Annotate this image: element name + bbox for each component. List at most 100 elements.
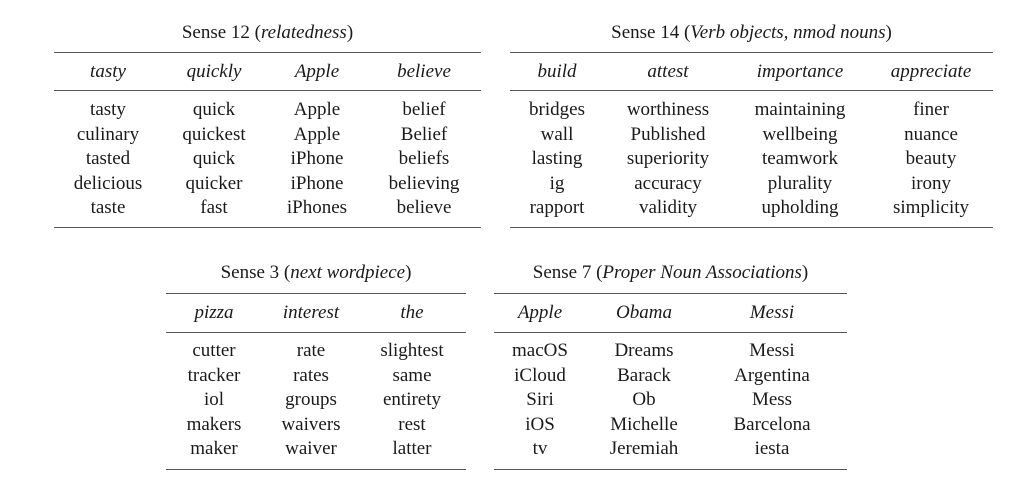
table-column: belief Belief beliefs believing believe	[374, 98, 474, 221]
column-header: tasty	[90, 61, 126, 82]
table-column: worthiness Published superiority accurac…	[614, 98, 722, 221]
bottom-rule	[494, 469, 847, 470]
column-header: attest	[647, 61, 689, 82]
column-header: appreciate	[890, 61, 972, 82]
table-cell: Belief	[400, 123, 448, 145]
table-cell: Barcelona	[733, 413, 811, 435]
column-header: the	[400, 302, 424, 323]
table-cell: teamwork	[762, 148, 838, 170]
table-cell: iPhone	[290, 148, 344, 170]
table-cell: ig	[549, 172, 565, 194]
table-cell: tasty	[90, 99, 126, 120]
column-header: pizza	[194, 302, 234, 323]
table-cell: quickest	[182, 123, 246, 145]
bottom-rule	[54, 227, 481, 228]
table-cell: superiority	[626, 148, 710, 170]
table-cell: quick	[192, 148, 236, 170]
top-rule	[166, 293, 466, 294]
sense-14-table: Sense 14 (Verb objects, nmod nouns) buil…	[510, 22, 993, 232]
table-cell: iCloud	[514, 364, 566, 386]
table-cell: rate	[296, 340, 326, 361]
table-cell: Michelle	[610, 413, 678, 435]
sense-7-table: Sense 7 (Proper Noun Associations) Apple…	[494, 262, 847, 474]
table-column: quick quickest quick quicker fast	[170, 98, 258, 221]
table-cell: nuance	[904, 123, 958, 145]
column-header: Obama	[616, 302, 672, 323]
column-header: importance	[756, 61, 844, 82]
table-cell: wall	[540, 123, 574, 145]
table-cell: same	[392, 364, 432, 386]
table-cell: maintaining	[754, 99, 846, 120]
table-column: Messi Argentina Mess Barcelona iesta	[720, 339, 824, 462]
table-cell: slightest	[380, 340, 444, 361]
table-cell: lasting	[531, 148, 583, 170]
column-header: Messi	[749, 302, 795, 323]
table-cell: bridges	[529, 99, 585, 120]
table-cell: taste	[90, 197, 126, 219]
table-cell: believing	[388, 172, 460, 194]
table-cell: beauty	[905, 148, 957, 170]
table-cell: maker	[190, 438, 238, 460]
table-cell: worthiness	[626, 99, 710, 120]
table-cell: makers	[186, 413, 242, 435]
table-cell: quicker	[185, 172, 243, 194]
table-cell: Apple	[293, 99, 341, 120]
table-column: tasty culinary tasted delicious taste	[60, 98, 156, 221]
table-cell: quick	[192, 99, 236, 120]
table-cell: upholding	[761, 197, 839, 219]
table-caption: Sense 14 (Verb objects, nmod nouns)	[611, 22, 892, 43]
sense-12-table: Sense 12 (relatedness) tasty quickly App…	[54, 22, 481, 232]
table-cell: Messi	[749, 340, 795, 361]
table-cell: plurality	[767, 172, 833, 194]
table-cell: cutter	[192, 340, 236, 361]
table-cell: finer	[913, 99, 949, 120]
table-cell: entirety	[382, 389, 442, 411]
table-cell: beliefs	[398, 148, 450, 170]
table-cell: validity	[638, 197, 698, 219]
table-column: bridges wall lasting ig rapport	[518, 98, 596, 221]
column-header: Apple	[294, 61, 340, 82]
table-cell: wellbeing	[762, 123, 838, 145]
table-caption: Sense 7 (Proper Noun Associations)	[532, 262, 809, 283]
table-cell: Siri	[526, 389, 554, 411]
column-header: build	[537, 61, 577, 82]
table-cell: latter	[392, 438, 432, 460]
top-rule	[494, 293, 847, 294]
table-cell: macOS	[512, 340, 568, 361]
table-cell: tracker	[187, 364, 241, 386]
table-cell: iesta	[754, 438, 790, 460]
table-cell: waivers	[281, 413, 341, 435]
table-cell: delicious	[73, 172, 143, 194]
table-column: Apple Apple iPhone iPhone iPhones	[272, 98, 362, 221]
table-column: cutter tracker iol makers maker	[174, 339, 254, 462]
table-cell: groups	[285, 389, 337, 411]
bottom-rule	[166, 469, 466, 470]
table-cell: Jeremiah	[609, 438, 679, 460]
header-rule	[166, 332, 466, 333]
bottom-rule	[510, 227, 993, 228]
table-cell: irony	[910, 172, 952, 194]
table-column: rate rates groups waivers waiver	[270, 339, 352, 462]
table-cell: tasted	[85, 148, 131, 170]
table-cell: Barack	[617, 364, 671, 386]
table-cell: culinary	[76, 123, 140, 145]
column-header: quickly	[186, 61, 242, 82]
column-header: believe	[397, 61, 451, 82]
table-cell: iPhone	[290, 172, 344, 194]
table-column: macOS iCloud Siri iOS tv	[500, 339, 580, 462]
table-cell: Published	[630, 123, 706, 145]
table-caption: Sense 12 (relatedness)	[181, 22, 354, 43]
table-cell: Ob	[632, 389, 656, 411]
column-header: Apple	[517, 302, 563, 323]
top-rule	[510, 52, 993, 53]
table-cell: belief	[402, 99, 446, 120]
header-rule	[494, 332, 847, 333]
table-cell: iol	[203, 389, 225, 411]
column-header: interest	[282, 302, 340, 323]
table-cell: Apple	[293, 123, 341, 145]
header-rule	[510, 90, 993, 91]
table-column: slightest same entirety rest latter	[366, 339, 458, 462]
table-cell: rapport	[529, 197, 585, 219]
table-cell: rest	[398, 413, 426, 435]
table-cell: rates	[293, 364, 329, 386]
